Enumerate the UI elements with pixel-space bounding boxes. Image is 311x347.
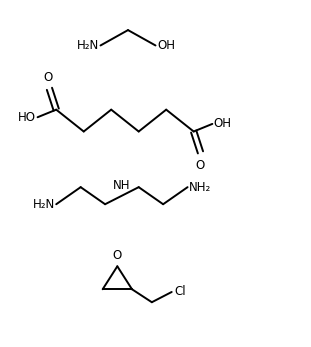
Text: Cl: Cl	[174, 286, 186, 298]
Text: H₂N: H₂N	[77, 39, 99, 52]
Text: OH: OH	[157, 39, 175, 52]
Text: NH₂: NH₂	[189, 181, 211, 194]
Text: HO: HO	[18, 111, 36, 124]
Text: H₂N: H₂N	[32, 198, 55, 211]
Text: O: O	[43, 71, 53, 84]
Text: OH: OH	[214, 117, 232, 130]
Text: O: O	[113, 249, 122, 262]
Text: NH: NH	[113, 179, 131, 192]
Text: O: O	[196, 159, 205, 171]
